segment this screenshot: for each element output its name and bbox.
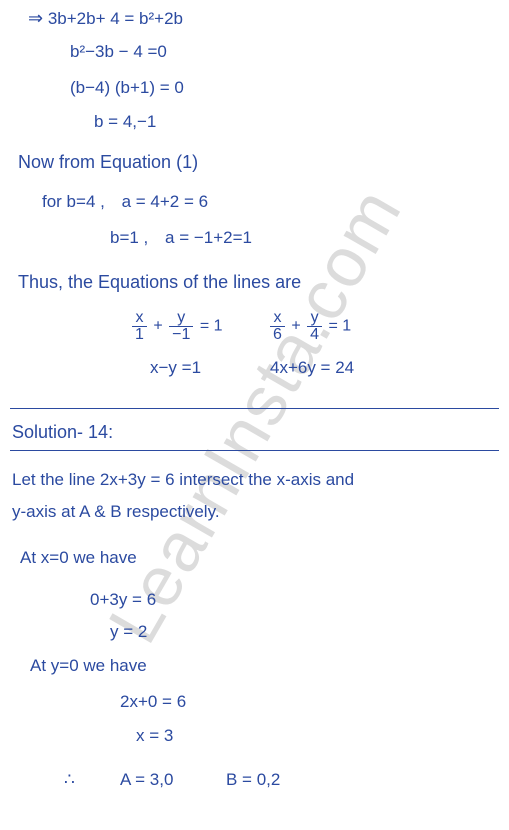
frac-den: −1 bbox=[169, 327, 193, 343]
text-line-12: Let the line 2x+3y = 6 intersect the x-a… bbox=[12, 470, 354, 490]
frac-x-1: x 1 bbox=[132, 310, 147, 343]
divider-line bbox=[10, 450, 499, 451]
eq-line-16: y = 2 bbox=[110, 622, 147, 642]
eq-line-6b: a = 4+2 = 6 bbox=[122, 192, 209, 211]
frac-y-4: y 4 bbox=[307, 310, 322, 343]
eq-frac-1: x 1 + y −1 = 1 bbox=[130, 310, 223, 343]
eq-line-6a: for b=4 , bbox=[42, 192, 105, 211]
eq-line-1: ⇒ 3b+2b+ 4 = b²+2b bbox=[28, 8, 183, 29]
frac-num: x bbox=[132, 310, 147, 327]
frac-x-6: x 6 bbox=[270, 310, 285, 343]
implies-arrow: ⇒ bbox=[28, 8, 43, 28]
frac-num: y bbox=[307, 310, 322, 327]
eq-line-1-text: 3b+2b+ 4 = b²+2b bbox=[48, 9, 183, 28]
eq-line-2: b²−3b − 4 =0 bbox=[70, 42, 167, 62]
eq-line-7b: a = −1+2=1 bbox=[165, 228, 252, 247]
text-line-8: Thus, the Equations of the lines are bbox=[18, 272, 301, 293]
therefore-symbol: ∴ bbox=[64, 770, 75, 790]
eq-line-19: x = 3 bbox=[136, 726, 173, 746]
eq-frac-2: x 6 + y 4 = 1 bbox=[268, 310, 351, 343]
eq-rhs: = 1 bbox=[200, 318, 223, 335]
eq-line-15: 0+3y = 6 bbox=[90, 590, 156, 610]
frac-y-neg1: y −1 bbox=[169, 310, 193, 343]
text-line-13: y-axis at A & B respectively. bbox=[12, 502, 220, 522]
plus-sign: + bbox=[291, 318, 300, 335]
eq-line-4: b = 4,−1 bbox=[94, 112, 156, 132]
eq-line-6: for b=4 , a = 4+2 = 6 bbox=[42, 192, 208, 212]
eq-line-7a: b=1 , bbox=[110, 228, 148, 247]
frac-num: y bbox=[169, 310, 193, 327]
solution-heading: Solution- 14: bbox=[12, 422, 113, 443]
frac-num: x bbox=[270, 310, 285, 327]
eq-line-3: (b−4) (b+1) = 0 bbox=[70, 78, 184, 98]
frac-den: 1 bbox=[132, 327, 147, 343]
eq-line-18: 2x+0 = 6 bbox=[120, 692, 186, 712]
eq-line-20b: B = 0,2 bbox=[226, 770, 280, 790]
frac-den: 4 bbox=[307, 327, 322, 343]
eq-line-7: b=1 , a = −1+2=1 bbox=[110, 228, 252, 248]
text-line-14: At x=0 we have bbox=[20, 548, 137, 568]
eq-line-10b: 4x+6y = 24 bbox=[270, 358, 354, 378]
text-line-5: Now from Equation (1) bbox=[18, 152, 198, 173]
eq-line-10a: x−y =1 bbox=[150, 358, 201, 378]
frac-den: 6 bbox=[270, 327, 285, 343]
page-content: ⇒ 3b+2b+ 4 = b²+2b b²−3b − 4 =0 (b−4) (b… bbox=[0, 0, 509, 830]
plus-sign: + bbox=[153, 318, 162, 335]
eq-rhs: = 1 bbox=[329, 318, 352, 335]
text-line-17: At y=0 we have bbox=[30, 656, 147, 676]
divider-line bbox=[10, 408, 499, 409]
eq-line-20a: A = 3,0 bbox=[120, 770, 173, 790]
